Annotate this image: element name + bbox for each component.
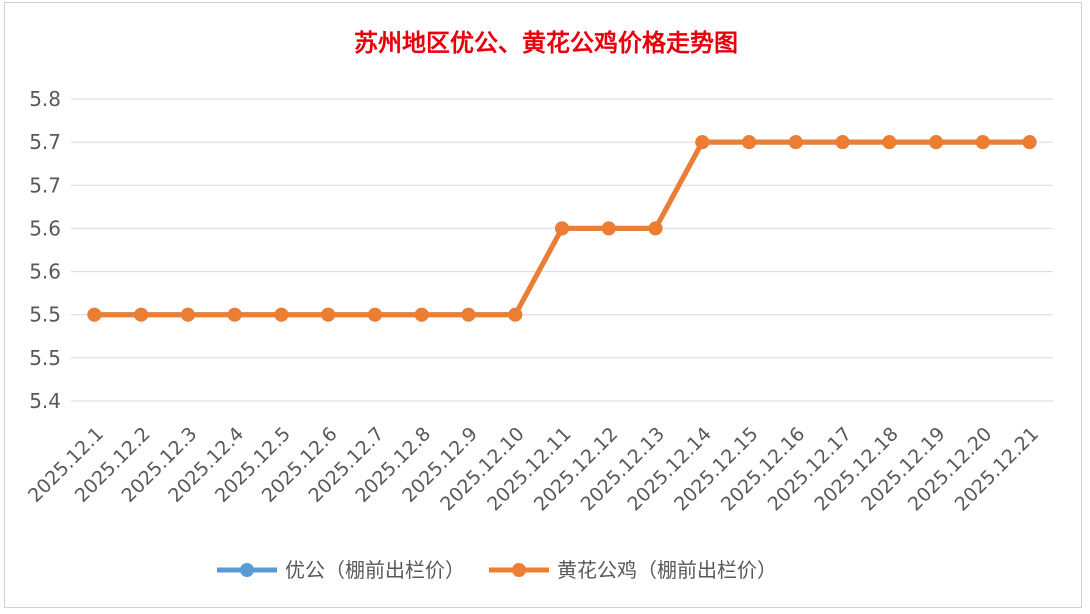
- data-point: [695, 135, 710, 150]
- x-axis: 2025.12.12025.12.22025.12.32025.12.42025…: [24, 423, 1043, 515]
- y-tick-label: 5.8: [29, 87, 61, 111]
- data-point: [555, 221, 569, 236]
- chart-title: 苏州地区优公、黄花公鸡价格走势图: [354, 28, 738, 57]
- data-point: [367, 307, 382, 322]
- data-point: [414, 307, 429, 322]
- data-point: [274, 307, 289, 322]
- legend-label: 优公（棚前出栏价）: [285, 558, 465, 582]
- series-layer: [87, 135, 1037, 322]
- data-point: [835, 135, 850, 150]
- legend-item-1[interactable]: 优公（棚前出栏价）: [217, 558, 465, 582]
- legend-marker: [512, 563, 526, 577]
- legend-marker: [240, 563, 254, 577]
- data-point: [461, 307, 476, 322]
- data-point: [975, 135, 990, 150]
- data-point: [929, 135, 944, 150]
- data-point: [882, 135, 897, 150]
- data-point: [648, 221, 663, 236]
- series-2: [87, 135, 1037, 322]
- data-point: [1022, 135, 1037, 150]
- y-tick-label: 5.6: [29, 260, 61, 284]
- legend-item-2[interactable]: 黄花公鸡（棚前出栏价）: [489, 558, 777, 582]
- y-tick-label: 5.7: [29, 130, 61, 154]
- price-trend-chart: 苏州地区优公、黄花公鸡价格走势图 5.85.75.75.65.65.55.55.…: [24, 28, 1053, 582]
- data-point: [321, 307, 336, 322]
- data-point: [508, 307, 523, 322]
- data-point: [227, 307, 242, 322]
- data-point: [742, 135, 757, 150]
- data-point: [601, 221, 616, 236]
- legend-label: 黄花公鸡（棚前出栏价）: [557, 558, 777, 582]
- legend[interactable]: 优公（棚前出栏价） 黄花公鸡（棚前出栏价）: [217, 558, 777, 582]
- data-point: [87, 307, 102, 322]
- data-point: [180, 307, 195, 322]
- y-tick-label: 5.5: [29, 303, 61, 327]
- y-tick-label: 5.4: [29, 389, 61, 413]
- data-point: [134, 307, 149, 322]
- data-point: [788, 135, 803, 150]
- chart-frame: 苏州地区优公、黄花公鸡价格走势图 5.8 5.7 5.7 5.6 5.6 5.5 5.5 5.…: [4, 2, 1082, 608]
- y-tick-label: 5.7: [29, 173, 61, 197]
- y-tick-label: 5.5: [29, 346, 61, 370]
- y-tick-label: 5.6: [29, 216, 61, 240]
- y-axis: 5.8 5.7 5.7 5.6 5.6 5.5 5.5 5.4: [29, 87, 61, 413]
